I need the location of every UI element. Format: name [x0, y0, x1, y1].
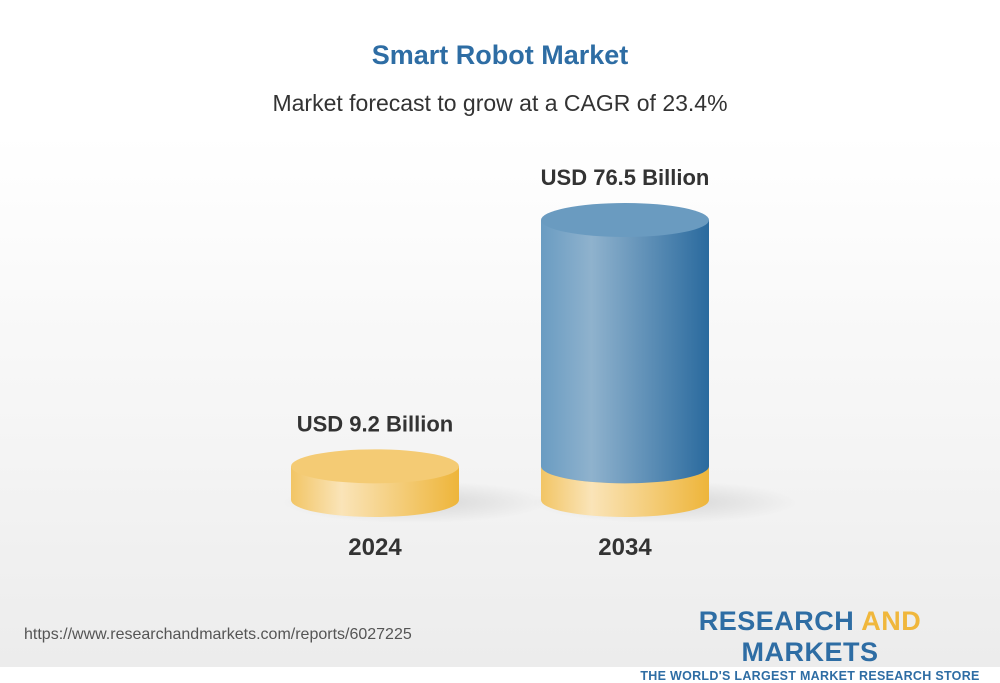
- base-segment-2024-top: [291, 449, 459, 484]
- category-label: 2034: [598, 534, 652, 561]
- cylinder-chart: USD 9.2 Billion 2024 USD 76.5 Billion 2034: [281, 165, 799, 561]
- growth-segment-2034-top: [541, 203, 709, 238]
- source-url[interactable]: https://www.researchandmarkets.com/repor…: [24, 626, 412, 643]
- research-and-markets-logo: RESEARCH AND MARKETS THE WORLD'S LARGEST…: [640, 606, 980, 683]
- logo-word: RESEARCH: [698, 606, 855, 636]
- logo-word: AND: [861, 606, 922, 636]
- logo-tagline: THE WORLD'S LARGEST MARKET RESEARCH STOR…: [640, 669, 980, 683]
- chart-subtitle: Market forecast to grow at a CAGR of 23.…: [272, 90, 728, 116]
- value-label: USD 76.5 Billion: [541, 165, 710, 190]
- logo-word: MARKETS: [741, 637, 879, 667]
- chart-title: Smart Robot Market: [371, 40, 629, 70]
- category-label: 2024: [348, 534, 402, 561]
- value-label: USD 9.2 Billion: [297, 411, 453, 436]
- growth-segment-2034-body: [541, 220, 709, 484]
